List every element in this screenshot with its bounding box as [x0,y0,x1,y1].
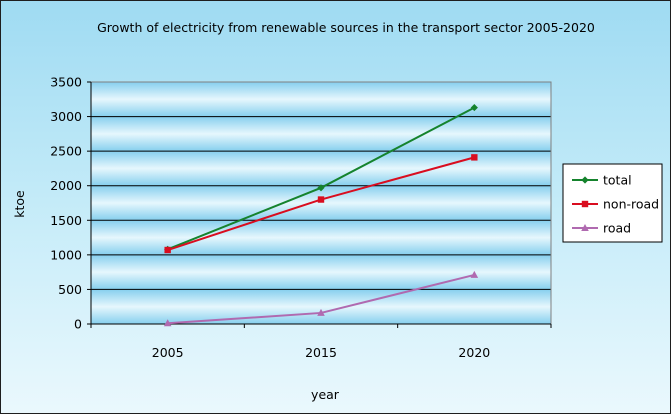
x-tick-label: 2020 [458,345,490,360]
x-axis-label: year [311,387,340,402]
y-tick-label: 0 [74,317,82,332]
plot-band [91,220,551,255]
data-point-road [163,319,172,327]
legend: total non-road road [562,163,663,243]
plot-band [91,185,551,221]
data-point-road [317,308,325,316]
legend-label-total: total [603,173,632,188]
plot-band [91,151,551,186]
data-point-non-road [164,246,171,254]
plot-band [91,254,551,290]
legend-item-non-road: non-road [572,197,659,212]
legend-item-road: road [572,221,631,236]
legend-label-non-road: non-road [603,197,659,212]
x-axis-ticks: 2005 2015 2020 [90,324,552,360]
legend-item-total: total [572,173,632,188]
legend-marker-non-road [581,200,589,208]
legend-marker-road [581,224,589,231]
plot-area [90,81,552,325]
y-axis-ticks: 0 500 1000 1500 2000 2500 3000 3500 [50,75,91,332]
plot-band [91,82,551,117]
series-layer [163,103,479,327]
x-tick-label: 2015 [305,345,337,360]
data-point-total [317,184,325,192]
data-point-non-road [317,196,325,203]
plot-band [91,289,551,324]
data-point-total [470,103,478,112]
y-tick-label: 500 [58,282,82,297]
y-tick-label: 1500 [50,213,82,228]
legend-marker-total [581,176,589,184]
x-tick-label: 2005 [152,345,184,360]
plot-band [91,116,551,152]
y-tick-label: 3000 [50,109,82,124]
legend-items: total non-road road [572,173,659,236]
chart-title: Growth of electricity from renewable sou… [97,20,595,35]
y-tick-label: 2500 [50,144,82,159]
data-point-non-road [471,154,478,161]
series-road [163,270,479,327]
series-non-road [164,154,478,254]
y-tick-label: 2000 [50,178,82,193]
y-tick-label: 1000 [50,247,82,262]
data-point-road [470,270,479,278]
y-tick-label: 3500 [50,75,82,90]
legend-label-road: road [603,221,631,236]
y-axis-label: ktoe [12,190,27,218]
